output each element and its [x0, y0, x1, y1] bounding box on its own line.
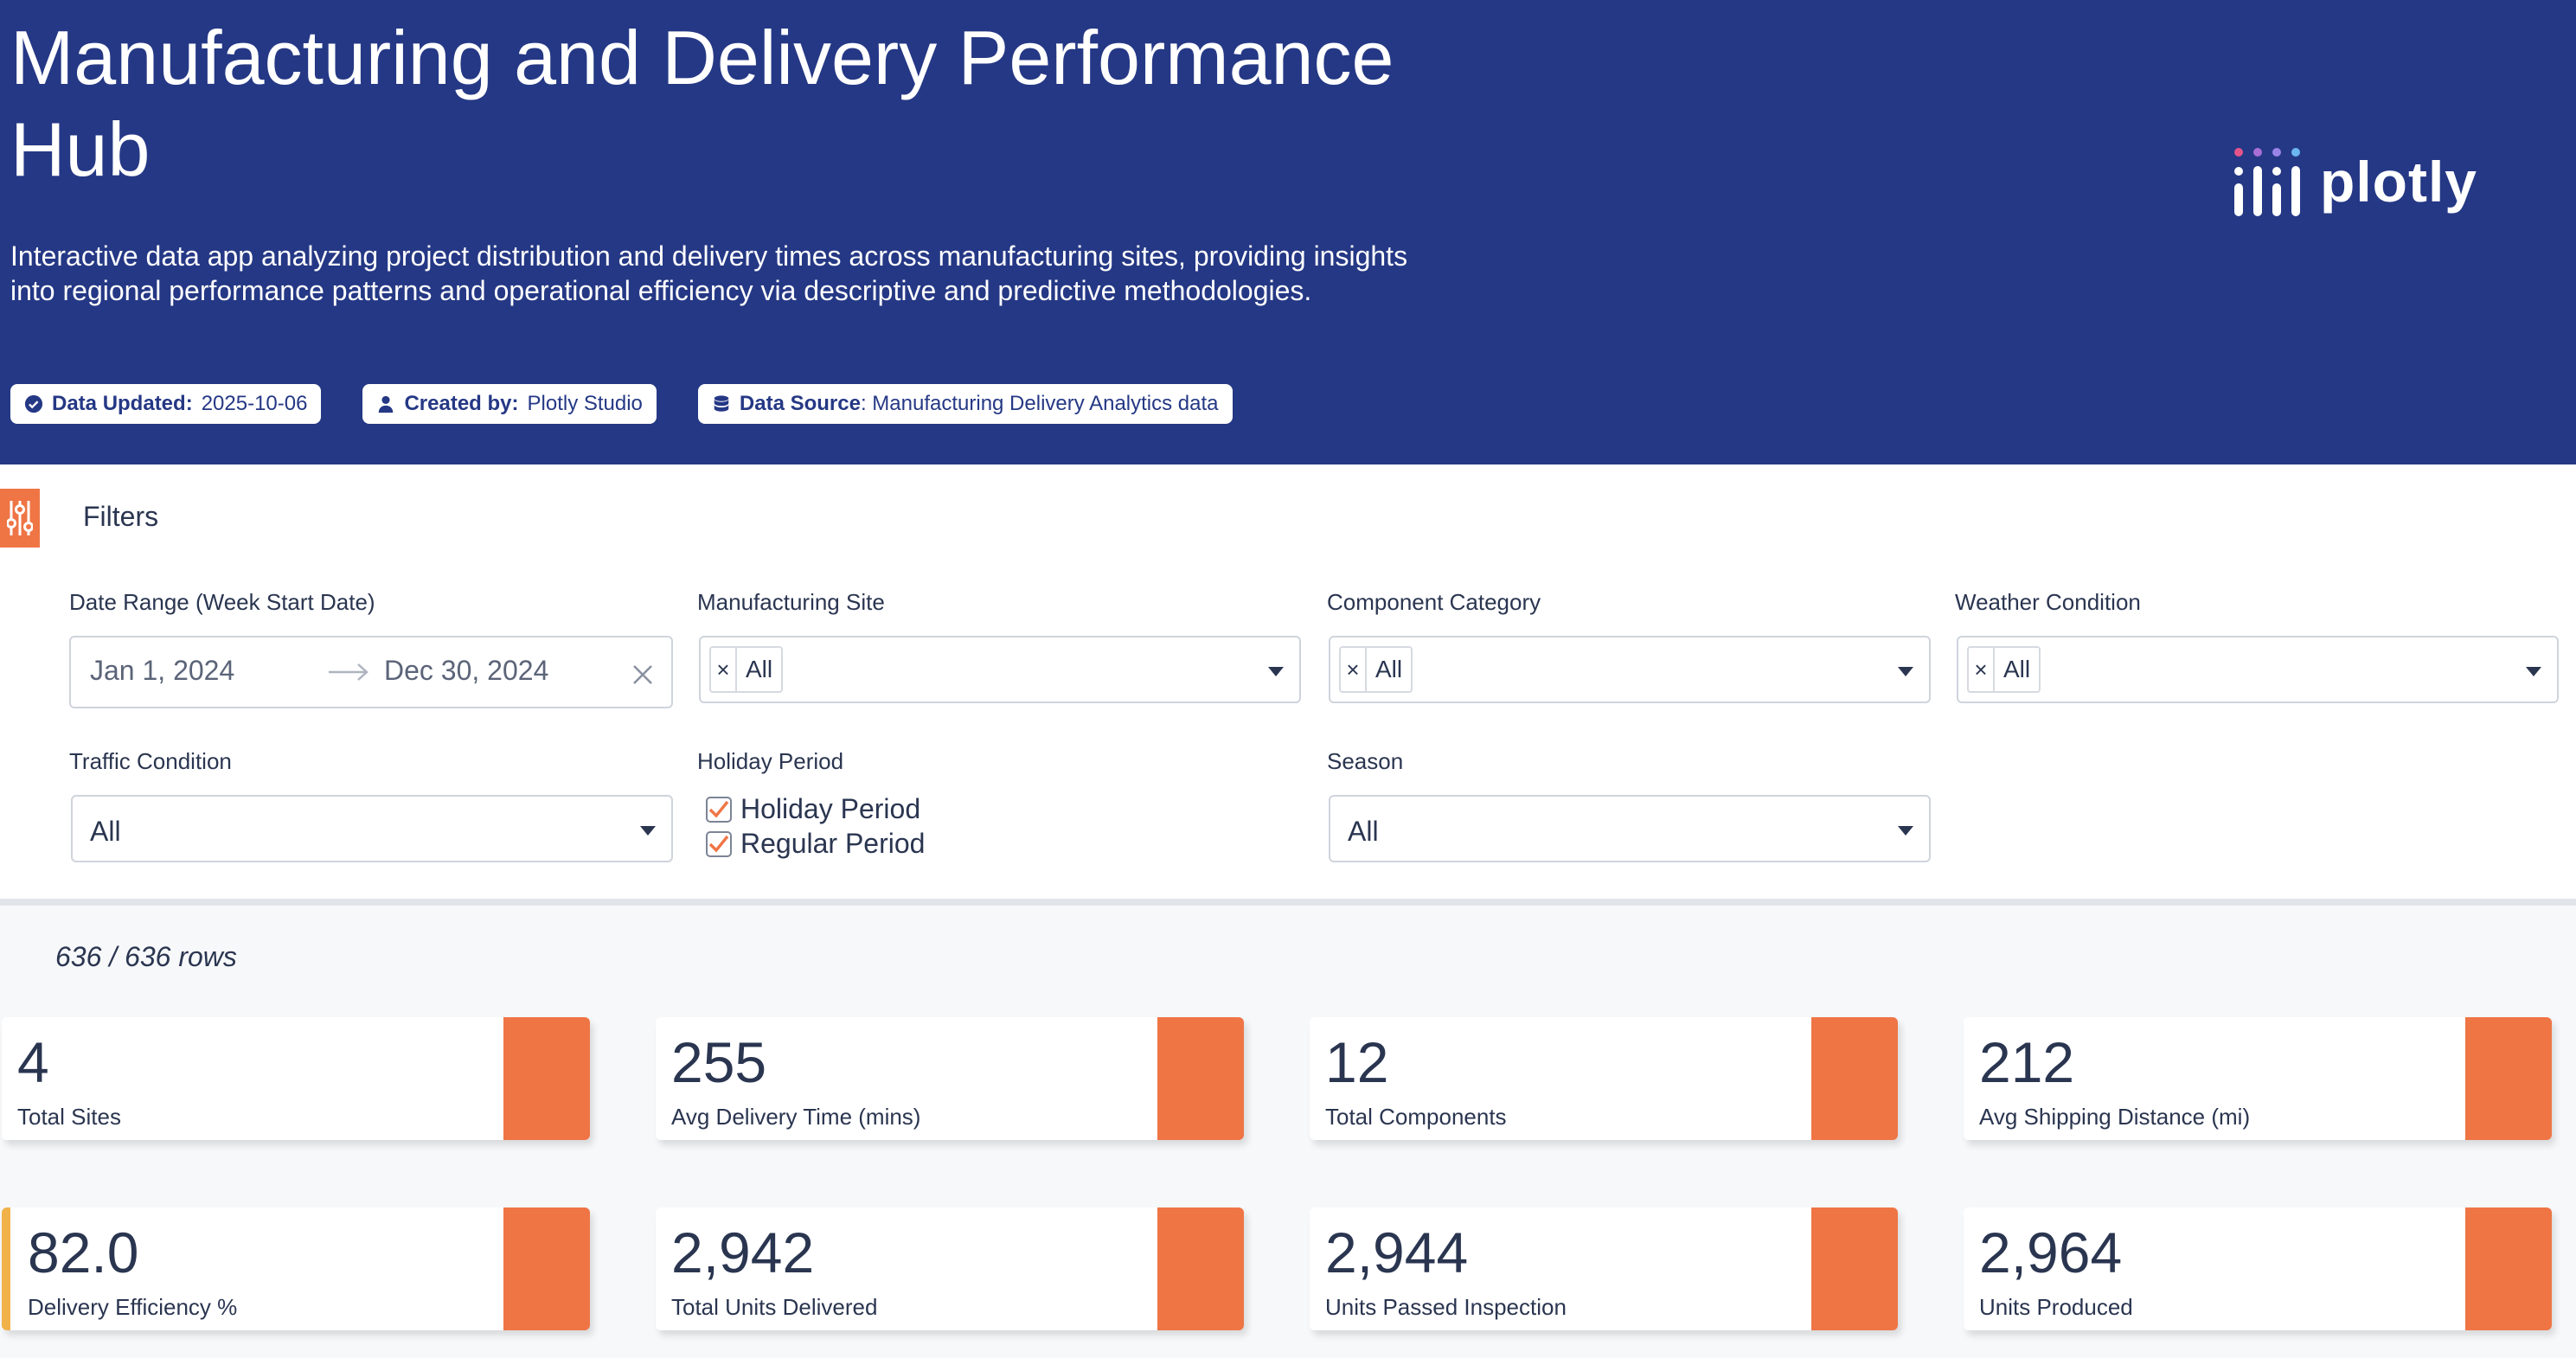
traffic-condition-label: Traffic Condition [69, 748, 232, 774]
kpi-value: 2,964 [1979, 1220, 2123, 1284]
selected-chip: × All [709, 646, 784, 693]
manufacturing-site-label: Manufacturing Site [697, 589, 885, 615]
data-source-badge: Data Source: Manufacturing Delivery Anal… [697, 384, 1233, 424]
user-icon [379, 395, 394, 413]
component-category-dropdown[interactable]: × All [1329, 636, 1931, 703]
badge-label: Data Source [739, 392, 861, 415]
holiday-period-option[interactable]: Holiday Period [706, 793, 920, 825]
kpi-card-units-passed-inspection: 2,944 Units Passed Inspection [1310, 1207, 1898, 1330]
season-dropdown[interactable]: All [1329, 795, 1931, 862]
kpi-accent-bar [503, 1017, 590, 1140]
chip-value: All [1375, 656, 1403, 682]
chevron-down-icon[interactable] [640, 826, 656, 836]
chevron-down-icon[interactable] [1898, 667, 1913, 676]
clear-date-icon[interactable] [631, 663, 654, 686]
selected-chip: × All [1339, 646, 1413, 693]
date-range-label: Date Range (Week Start Date) [69, 589, 375, 615]
check-circle-icon [24, 394, 43, 413]
kpi-accent-bar [1811, 1207, 1898, 1330]
holiday-period-label: Holiday Period [697, 748, 844, 774]
kpi-label: Units Passed Inspection [1325, 1294, 1567, 1320]
kpi-accent-bar [503, 1207, 590, 1330]
kpi-label: Total Units Delivered [671, 1294, 878, 1320]
badge-value: Plotly Studio [527, 392, 643, 415]
checkbox-label: Holiday Period [740, 793, 921, 824]
page-title: Manufacturing and Delivery Performance H… [10, 15, 1394, 192]
kpi-card-total-units-delivered: 2,942 Total Units Delivered [656, 1207, 1244, 1330]
kpi-card-units-produced: 2,964 Units Produced [1964, 1207, 2552, 1330]
remove-chip-icon[interactable]: × [711, 648, 737, 691]
plotly-logo-icon [2234, 148, 2300, 216]
filters-toggle-button[interactable] [0, 489, 40, 548]
logo-text: plotly [2320, 150, 2477, 214]
app-header: Manufacturing and Delivery Performance H… [0, 0, 2576, 464]
checkbox[interactable] [706, 830, 732, 857]
filters-title: Filters [83, 501, 159, 532]
database-icon [714, 395, 729, 412]
regular-period-option[interactable]: Regular Period [706, 828, 925, 860]
row-count: 636 / 636 rows [55, 941, 237, 972]
chip-value: All [746, 656, 773, 682]
kpi-label: Units Produced [1979, 1294, 2133, 1320]
weather-condition-label: Weather Condition [1955, 589, 2141, 615]
kpi-card-avg-delivery-time: 255 Avg Delivery Time (mins) [656, 1017, 1244, 1140]
kpi-card-delivery-efficiency: 82.0 Delivery Efficiency % [2, 1207, 590, 1330]
plotly-logo: plotly [2232, 145, 2477, 218]
kpi-value: 4 [17, 1030, 49, 1094]
badge-label: Data Updated: [52, 392, 193, 415]
selected-value: All [1348, 816, 1379, 847]
info-badges: Data Updated: 2025-10-06 Created by: Plo… [10, 384, 1233, 424]
kpi-accent-bar [2465, 1207, 2552, 1330]
kpi-value: 82.0 [28, 1220, 139, 1284]
weather-condition-dropdown[interactable]: × All [1957, 636, 2559, 703]
remove-chip-icon[interactable]: × [1341, 648, 1367, 691]
sliders-icon [7, 501, 33, 535]
chevron-down-icon[interactable] [2526, 667, 2541, 676]
chevron-down-icon[interactable] [1898, 826, 1913, 836]
kpi-accent-bar [2465, 1017, 2552, 1140]
manufacturing-site-dropdown[interactable]: × All [699, 636, 1301, 703]
kpi-accent-bar [1157, 1017, 1244, 1140]
check-icon [708, 835, 729, 853]
badge-label: Created by: [404, 392, 519, 415]
checkbox-label: Regular Period [740, 828, 926, 859]
kpi-card-total-components: 12 Total Components [1310, 1017, 1898, 1140]
kpi-card-avg-shipping-distance: 212 Avg Shipping Distance (mi) [1964, 1017, 2552, 1140]
arrow-right-icon [329, 663, 368, 681]
checkbox[interactable] [706, 796, 732, 823]
kpi-card-total-sites: 4 Total Sites [2, 1017, 590, 1140]
end-date-input[interactable]: Dec 30, 2024 [384, 655, 549, 686]
kpi-label: Total Sites [17, 1104, 121, 1130]
kpi-value: 212 [1979, 1030, 2075, 1094]
check-icon [708, 800, 729, 818]
badge-value: 2025-10-06 [201, 392, 308, 415]
kpi-accent-bar [1157, 1207, 1244, 1330]
kpi-value: 255 [671, 1030, 767, 1094]
selected-value: All [90, 816, 121, 847]
created-by-badge: Created by: Plotly Studio [362, 384, 657, 424]
chip-value: All [2003, 656, 2031, 682]
kpi-label: Avg Shipping Distance (mi) [1979, 1104, 2251, 1130]
start-date-input[interactable]: Jan 1, 2024 [90, 655, 235, 686]
kpi-value: 12 [1325, 1030, 1389, 1094]
traffic-condition-dropdown[interactable]: All [71, 795, 673, 862]
season-label: Season [1327, 748, 1404, 774]
chevron-down-icon[interactable] [1268, 667, 1284, 676]
filters-panel: Filters Date Range (Week Start Date) Jan… [0, 464, 2576, 906]
kpi-value: 2,942 [671, 1220, 815, 1284]
kpi-value: 2,944 [1325, 1220, 1469, 1284]
remove-chip-icon[interactable]: × [1969, 648, 1995, 691]
date-range-picker[interactable]: Jan 1, 2024 Dec 30, 2024 [69, 636, 673, 708]
kpi-label: Delivery Efficiency % [28, 1294, 238, 1320]
selected-chip: × All [1967, 646, 2041, 693]
page-description: Interactive data app analyzing project d… [10, 240, 1408, 306]
data-updated-badge: Data Updated: 2025-10-06 [10, 384, 322, 424]
component-category-label: Component Category [1327, 589, 1541, 615]
kpi-label: Total Components [1325, 1104, 1507, 1130]
kpi-accent-bar [1811, 1017, 1898, 1140]
kpi-label: Avg Delivery Time (mins) [671, 1104, 921, 1130]
badge-value: : Manufacturing Delivery Analytics data [860, 392, 1219, 415]
